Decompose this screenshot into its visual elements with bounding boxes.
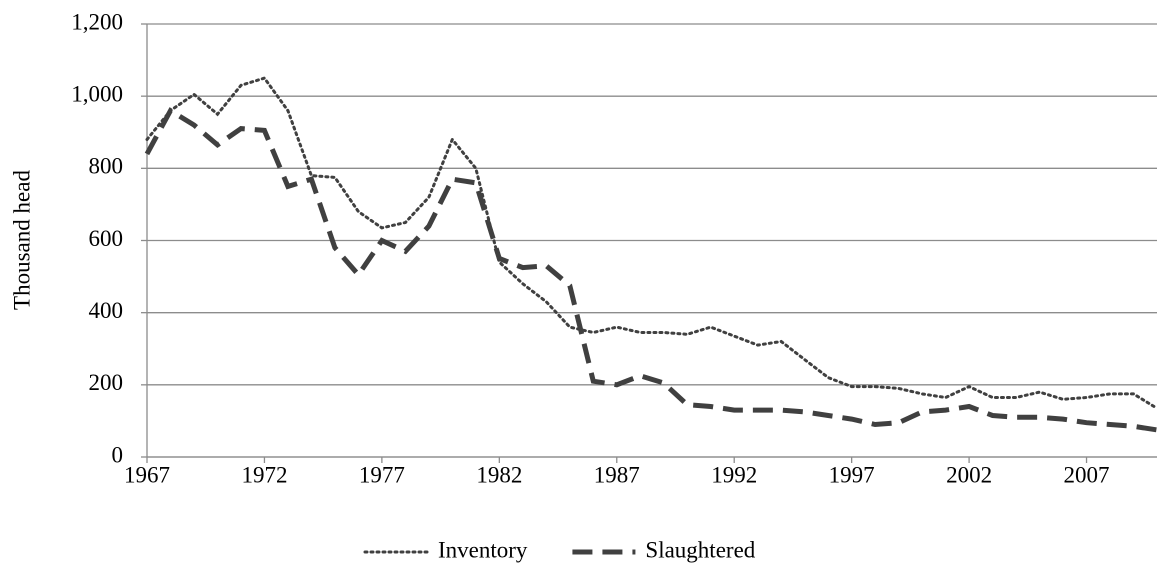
x-tick-label: 1967	[124, 462, 170, 487]
legend-label: Slaughtered	[645, 537, 755, 562]
y-tick-label: 0	[112, 442, 124, 467]
data-line	[145, 76, 1158, 410]
x-tick-label: 1982	[476, 462, 522, 487]
y-tick-label: 1,000	[71, 81, 123, 106]
y-axis-label: Thousand head	[9, 170, 34, 310]
y-tick-label: 200	[89, 370, 124, 395]
legend-label: Inventory	[438, 537, 528, 562]
y-tick-label: 1,200	[71, 9, 123, 34]
x-tick-label: 2007	[1064, 462, 1110, 487]
data-line	[144, 107, 1158, 433]
y-tick-label: 800	[89, 154, 124, 179]
x-tick-label: 2002	[946, 462, 992, 487]
x-tick-label: 1977	[359, 462, 405, 487]
x-tick-label: 1972	[241, 462, 287, 487]
y-tick-label: 400	[89, 298, 124, 323]
x-tick-label: 1987	[594, 462, 640, 487]
x-tick-label: 1992	[711, 462, 757, 487]
y-tick-label: 600	[89, 226, 124, 251]
x-tick-label: 1997	[829, 462, 875, 487]
